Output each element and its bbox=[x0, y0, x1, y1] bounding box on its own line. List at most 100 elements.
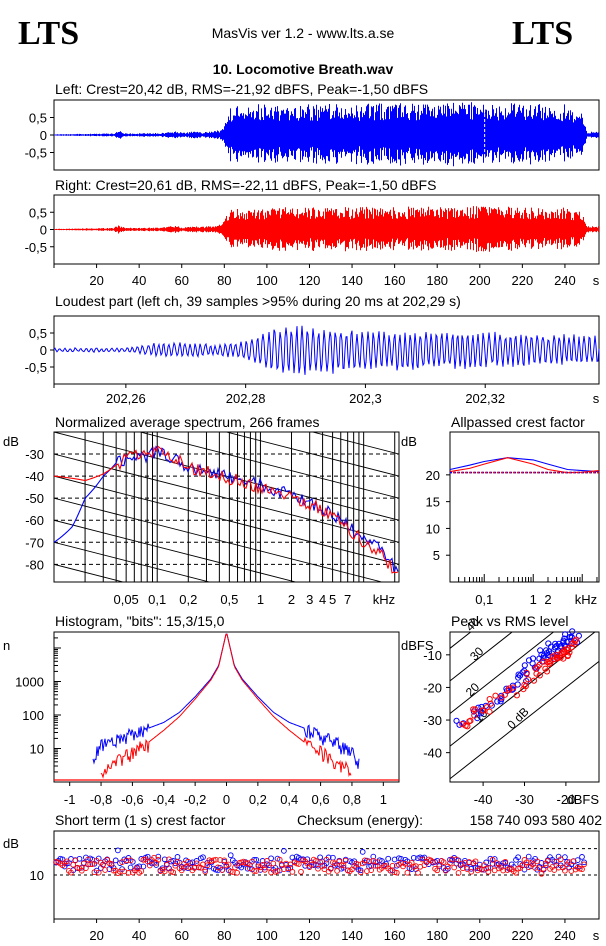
short-crest-point-red bbox=[357, 869, 364, 876]
short-crest-point-red bbox=[581, 861, 587, 868]
short-crest-point-red bbox=[298, 868, 304, 875]
x-tick-label: 1 bbox=[530, 592, 537, 607]
short-crest-point-red bbox=[453, 856, 460, 863]
spectrum-slope bbox=[54, 519, 298, 582]
short-crest-point-blue bbox=[385, 855, 392, 862]
peak-rms-point-blue bbox=[521, 662, 528, 669]
x-tick-label: 80 bbox=[217, 273, 231, 288]
short-crest-point-red bbox=[493, 860, 500, 866]
spectrum-series-blue bbox=[54, 445, 399, 573]
y-tick-label: -40 bbox=[423, 746, 442, 761]
y-tick-label: 0,5 bbox=[29, 111, 47, 126]
peak-rms-point-red bbox=[513, 692, 521, 699]
loudest-part-plot: 0,5 0 -0,5 202,26 202,28 202,3 202,32 s bbox=[25, 325, 600, 406]
peak-rms-point-blue bbox=[453, 717, 460, 724]
short-crest-point-red bbox=[138, 868, 145, 874]
short-crest-point-red bbox=[449, 856, 455, 863]
spectrum-slope bbox=[138, 432, 399, 499]
short-crest-point-blue bbox=[564, 858, 570, 865]
short-crest-point-blue bbox=[127, 864, 134, 871]
short-crest-point-blue bbox=[140, 863, 147, 870]
short-crest-point-blue bbox=[368, 863, 375, 869]
allpassed-crest-y-unit: dB bbox=[401, 434, 417, 449]
peak-rms-point-red bbox=[571, 637, 579, 645]
y-tick-label: -10 bbox=[423, 648, 442, 663]
short-crest-point-red bbox=[532, 865, 538, 871]
short-crest-point-blue bbox=[581, 859, 587, 866]
spectrum-plot: -30 -40 -50 -60 -70 -80 0,05 0,1 0,2 0,5 1 2 3 4 5 7 kHz bbox=[25, 432, 399, 607]
allpassed-crest-title: Allpassed crest factor bbox=[451, 414, 585, 430]
x-tick-label: -0,6 bbox=[121, 792, 143, 807]
x-tick-label: 20 bbox=[89, 928, 103, 943]
spectrum-title: Normalized average spectrum, 266 frames bbox=[55, 414, 320, 430]
x-tick-label: 0,4 bbox=[280, 792, 298, 807]
histogram-title: Histogram, "bits": 15,3/15,0 bbox=[55, 613, 225, 629]
short-crest-point-red bbox=[555, 864, 562, 871]
y-tick-label: -40 bbox=[25, 469, 44, 484]
diagonal-label: 0 dB bbox=[504, 705, 531, 732]
short-crest-point-red bbox=[234, 869, 240, 876]
short-crest-point-red bbox=[430, 859, 436, 865]
x-unit-label: kHz bbox=[373, 592, 395, 607]
spectrum-slope bbox=[54, 432, 399, 521]
peak-rms-point-blue bbox=[566, 633, 574, 641]
short-term-crest-plot: 10 20 40 60 80 100 120 140 160 180 200 220 240 s bbox=[30, 847, 600, 943]
x-tick-label: 220 bbox=[512, 928, 534, 943]
x-tick-label: 5 bbox=[329, 592, 336, 607]
short-crest-point-red bbox=[63, 858, 70, 865]
peak-rms-point-red bbox=[554, 654, 562, 662]
short-crest-point-red bbox=[204, 862, 211, 869]
short-crest-point-red bbox=[374, 859, 381, 865]
y-tick-label: -50 bbox=[25, 491, 44, 506]
peak-rms-point-red bbox=[544, 659, 551, 666]
waveform-signal bbox=[54, 206, 599, 252]
x-tick-label: 140 bbox=[341, 928, 363, 943]
x-tick-label: 180 bbox=[426, 273, 448, 288]
x-tick-label: 240 bbox=[554, 928, 576, 943]
short-crest-point-red bbox=[89, 861, 96, 867]
short-crest-point-red bbox=[415, 869, 421, 876]
x-tick-label: 1 bbox=[380, 792, 387, 807]
allpassed-crest-plot: 20 15 10 5 0,1 1 2 kHz bbox=[426, 457, 600, 607]
short-crest-point-red bbox=[295, 861, 302, 867]
x-unit-label: kHz bbox=[575, 592, 597, 607]
spectrum-slope bbox=[54, 563, 125, 582]
short-crest-point-blue bbox=[227, 852, 234, 859]
spectrum-panel: Normalized average spectrum, 266 frames … bbox=[3, 414, 400, 607]
histogram-y-unit: n bbox=[3, 638, 10, 653]
short-crest-point-red bbox=[232, 864, 238, 871]
x-tick-label: 220 bbox=[512, 273, 534, 288]
peak-rms-point-red bbox=[542, 665, 549, 672]
peak-rms-point-red bbox=[471, 712, 478, 719]
x-tick-label: -30 bbox=[515, 792, 534, 807]
short-crest-point-red bbox=[342, 857, 349, 864]
short-crest-point-blue bbox=[410, 854, 417, 861]
peak-rms-point-red bbox=[546, 660, 553, 668]
y-tick-label: 5 bbox=[433, 548, 440, 563]
short-crest-point-red bbox=[393, 869, 400, 876]
peak-rms-point-red bbox=[564, 652, 571, 660]
spectrum-slope bbox=[54, 497, 384, 582]
short-crest-point-red bbox=[540, 865, 547, 872]
peak-rms-x-unit: dBFS bbox=[566, 792, 599, 807]
waveform-signal bbox=[54, 102, 599, 167]
short-crest-point-red bbox=[161, 868, 168, 875]
short-crest-point-blue bbox=[281, 848, 287, 854]
short-crest-point-red bbox=[202, 868, 209, 875]
peak-rms-point-blue bbox=[569, 628, 576, 635]
y-tick-label: 15 bbox=[426, 495, 440, 510]
x-tick-label: 40 bbox=[132, 928, 146, 943]
short-crest-point-red bbox=[570, 858, 577, 865]
x-tick-label: 2 bbox=[288, 592, 295, 607]
x-tick-label: 140 bbox=[341, 273, 363, 288]
x-tick-label: 240 bbox=[554, 273, 576, 288]
short-crest-point-blue bbox=[268, 855, 274, 862]
peak-rms-point-red bbox=[534, 663, 541, 670]
short-crest-point-red bbox=[83, 865, 89, 871]
peak-rms-point-blue bbox=[540, 655, 547, 662]
y-tick-label: 0 bbox=[40, 223, 47, 238]
short-crest-point-red bbox=[80, 860, 87, 867]
short-crest-point-red bbox=[451, 864, 458, 871]
short-crest-point-red bbox=[289, 869, 296, 875]
short-crest-point-red bbox=[123, 857, 130, 864]
